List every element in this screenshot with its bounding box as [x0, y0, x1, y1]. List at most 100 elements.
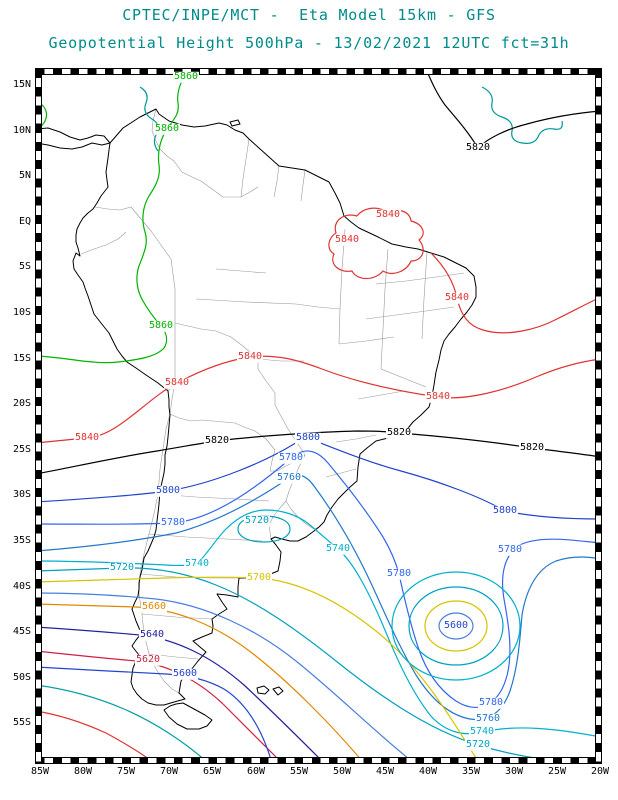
contour-5840 — [328, 207, 424, 280]
border-line — [300, 169, 306, 202]
lat-axis-label: 25S — [12, 444, 31, 455]
contour-unlabeled — [139, 86, 159, 152]
coastline — [36, 127, 111, 150]
border-line — [141, 613, 213, 620]
contour-label-5700: 5700 — [245, 571, 273, 584]
contour-unlabeled — [36, 592, 415, 763]
lon-axis-label: 20W — [590, 766, 610, 777]
lon-axis-label: 45W — [375, 766, 395, 777]
coastline — [229, 119, 241, 127]
coastline — [256, 685, 270, 695]
lat-axis-label: 45S — [12, 626, 31, 637]
contour-unlabeled — [438, 612, 474, 640]
coastline — [272, 686, 284, 696]
border-line — [234, 422, 306, 472]
contour-label-5820: 5820 — [518, 441, 546, 454]
lat-axis-label: 5N — [18, 170, 31, 181]
border-line — [169, 382, 176, 415]
contour-label-5840: 5840 — [333, 233, 361, 246]
contour-label-5780: 5780 — [385, 567, 413, 580]
coastline — [163, 702, 213, 730]
lon-axis-label: 50W — [332, 766, 352, 777]
frame-tick-band-top — [36, 69, 601, 75]
border-line — [273, 165, 280, 198]
contour-label-5780: 5780 — [159, 516, 187, 529]
border-line — [325, 468, 357, 478]
contour-unlabeled — [481, 86, 563, 144]
contour-label-5860: 5860 — [153, 122, 181, 135]
border-line — [357, 390, 405, 400]
lat-axis-label: EQ — [18, 216, 31, 227]
page-title: CPTEC/INPE/MCT - Eta Model 15km - GFS — [122, 6, 496, 24]
contour-label-5780: 5780 — [477, 696, 505, 709]
contour-label-5720: 5720 — [243, 514, 271, 527]
map-frame: 5860 5860 5860 5840 5840 5840 5840 5840 5840 5840… — [35, 68, 602, 764]
contour-label-5640: 5640 — [138, 628, 166, 641]
lon-axis-label: 65W — [202, 766, 222, 777]
contour-unlabeled — [424, 600, 488, 652]
frame-tick-band-right — [595, 69, 601, 763]
contour-label-5840: 5840 — [163, 376, 191, 389]
frame-tick-band-left — [36, 69, 42, 763]
contour-label-5780: 5780 — [496, 543, 524, 556]
border-line — [94, 206, 132, 211]
border-line — [181, 171, 259, 198]
border-line — [365, 306, 455, 320]
contour-label-5800: 5800 — [154, 484, 182, 497]
contour-label-5740: 5740 — [468, 725, 496, 738]
contour-label-5860: 5860 — [172, 70, 200, 83]
lat-axis-label: 50S — [12, 672, 31, 683]
border-line — [295, 303, 341, 310]
contour-labels-layer: 5860 5860 5860 5840 5840 5840 5840 5840 5840 5840… — [36, 69, 601, 763]
contour-5780 — [36, 450, 601, 708]
contour-label-5720: 5720 — [108, 561, 136, 574]
page-subtitle: Geopotential Height 500hPa - 13/02/2021 … — [48, 34, 570, 52]
contour-label-5760: 5760 — [474, 712, 502, 725]
lon-axis-label: 75W — [116, 766, 136, 777]
contour-label-5840: 5840 — [374, 208, 402, 221]
border-line — [421, 251, 428, 340]
lat-axis-label: 15S — [12, 353, 31, 364]
contour-5700 — [36, 576, 483, 763]
lat-axis-label: 15N — [12, 79, 31, 90]
border-line — [274, 404, 306, 456]
contour-label-5740: 5740 — [324, 542, 352, 555]
contour-label-5720: 5720 — [464, 738, 492, 751]
contour-5760 — [36, 474, 601, 721]
contour-unlabeled — [36, 684, 209, 763]
border-line — [240, 138, 250, 198]
lon-axis-label: 85W — [30, 766, 50, 777]
contour-unlabeled — [408, 586, 504, 666]
lon-axis-label: 25W — [547, 766, 567, 777]
contour-5840 — [430, 252, 601, 334]
lon-axis-label: 70W — [159, 766, 179, 777]
contour-label-5780: 5780 — [277, 451, 305, 464]
lat-axis-label: 20S — [12, 398, 31, 409]
border-line — [148, 533, 263, 542]
lat-axis-label: 35S — [12, 535, 31, 546]
border-line — [151, 108, 183, 173]
border-line — [130, 206, 172, 260]
contour-label-5800: 5800 — [294, 431, 322, 444]
lon-axis-label: 80W — [73, 766, 93, 777]
contour-label-5820: 5820 — [464, 141, 492, 154]
border-line — [215, 268, 267, 274]
contour-label-5860: 5860 — [147, 319, 175, 332]
border-line — [169, 413, 236, 424]
contour-label-5740: 5740 — [183, 557, 211, 570]
border-line — [335, 434, 377, 443]
contour-unlabeled — [36, 710, 155, 763]
border-line — [338, 336, 395, 345]
contour-label-5760: 5760 — [275, 471, 303, 484]
lon-axis-label: 30W — [504, 766, 524, 777]
contour-label-5820: 5820 — [203, 434, 231, 447]
border-line — [380, 248, 389, 370]
lat-axis-label: 10S — [12, 307, 31, 318]
border-line — [380, 368, 427, 388]
contour-label-5840: 5840 — [443, 291, 471, 304]
lat-axis-label: 5S — [18, 261, 31, 272]
contour-label-5820: 5820 — [385, 426, 413, 439]
contour-5660 — [36, 603, 365, 763]
coastline — [72, 108, 477, 706]
